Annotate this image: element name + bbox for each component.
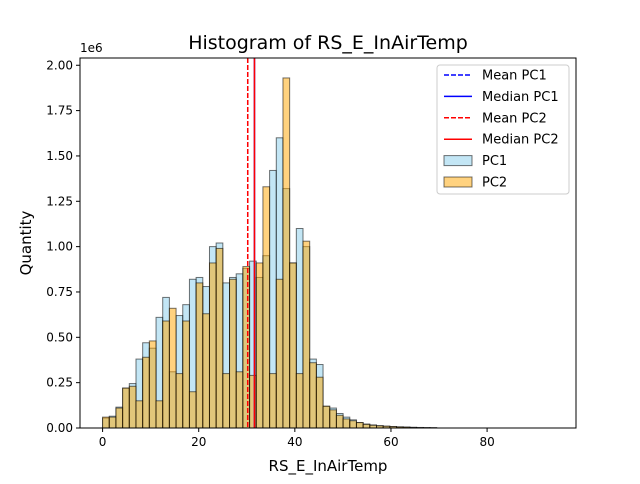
y-axis-label: Quantity <box>17 210 35 275</box>
histogram-bar <box>310 363 317 428</box>
histogram-bar <box>223 374 230 428</box>
histogram-bar <box>230 279 237 428</box>
legend-patch-swatch <box>444 156 472 166</box>
histogram-bar <box>109 417 116 428</box>
legend-label: PC2 <box>482 176 507 191</box>
histogram-bar <box>256 263 263 428</box>
y-tick-label: 0.50 <box>46 330 73 344</box>
histogram-bar <box>189 392 196 428</box>
histogram-bar <box>183 321 190 428</box>
histogram-bar <box>283 78 290 428</box>
histogram-bar <box>263 187 270 428</box>
histogram-bar <box>350 421 357 428</box>
histogram-bar <box>250 375 257 428</box>
histogram-bar <box>196 283 203 428</box>
chart-title: Histogram of RS_E_InAirTemp <box>188 32 468 54</box>
histogram-bar <box>156 401 163 428</box>
y-scale-label: 1e6 <box>80 41 103 55</box>
histogram-bar <box>316 377 323 428</box>
y-tick-label: 1.75 <box>46 104 73 118</box>
x-tick-label: 40 <box>287 435 302 449</box>
legend-label: PC1 <box>482 154 507 169</box>
histogram-bar <box>169 308 176 428</box>
x-axis-label: RS_E_InAirTemp <box>269 457 388 476</box>
histogram-bar <box>296 374 303 428</box>
legend-label: Median PC1 <box>482 90 559 105</box>
histogram-bar <box>103 417 110 428</box>
histogram-bar <box>129 386 136 428</box>
histogram-bar <box>143 357 150 428</box>
y-tick-label: 1.25 <box>46 194 73 208</box>
histogram-bar <box>176 374 183 428</box>
histogram-bar <box>163 321 170 428</box>
histogram-bar <box>209 263 216 428</box>
histogram-bar <box>236 372 243 428</box>
legend: Mean PC1 Median PC1 Mean PC2 Median PC2 PC1 P… <box>437 65 569 194</box>
histogram-bar <box>123 388 130 428</box>
x-tick-label: 0 <box>99 435 107 449</box>
histogram-bar <box>216 248 223 428</box>
histogram-bar <box>356 423 363 428</box>
histogram-bar <box>203 314 210 428</box>
legend-patch-swatch <box>444 177 472 187</box>
histogram-bar <box>149 341 156 428</box>
histogram-bar <box>363 424 370 428</box>
histogram-bar <box>330 410 337 428</box>
x-tick-label: 60 <box>383 435 398 449</box>
histogram-bar <box>343 419 350 428</box>
x-tick-label: 80 <box>479 435 494 449</box>
y-tick-label: 0.75 <box>46 285 73 299</box>
legend-label: Mean PC2 <box>482 111 547 126</box>
y-tick-label: 2.00 <box>46 58 73 72</box>
histogram-bar <box>290 263 297 428</box>
legend-label: Median PC2 <box>482 133 559 148</box>
y-tick-label: 1.00 <box>46 240 73 254</box>
histogram-bar <box>336 415 343 428</box>
histogram-bar <box>243 267 250 428</box>
legend-label: Mean PC1 <box>482 69 547 84</box>
histogram-bar <box>303 241 310 428</box>
histogram-bar <box>276 279 283 428</box>
x-tick-label: 20 <box>191 435 206 449</box>
y-tick-label: 0.00 <box>46 421 73 435</box>
y-tick-label: 0.25 <box>46 376 73 390</box>
histogram-bar <box>116 408 123 428</box>
histogram-bar <box>323 406 330 428</box>
y-tick-label: 1.50 <box>46 149 73 163</box>
histogram-bar <box>136 401 143 428</box>
histogram-bar <box>270 374 277 428</box>
